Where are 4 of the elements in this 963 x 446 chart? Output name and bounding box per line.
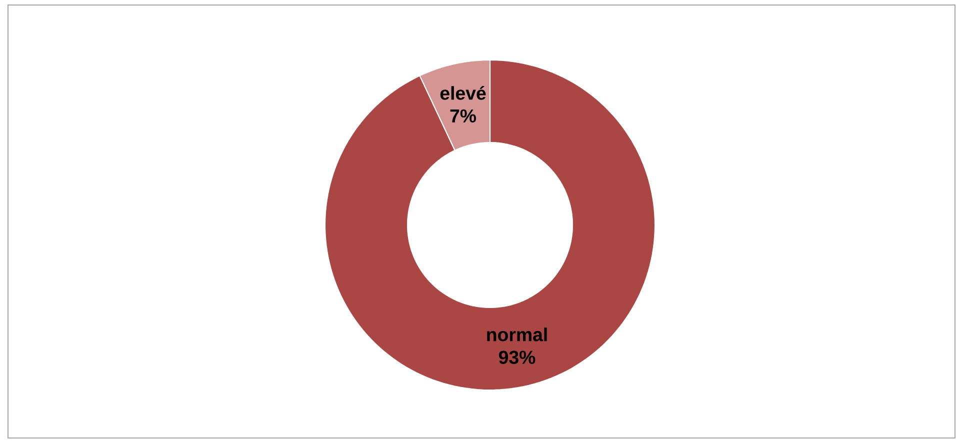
slice-label: elevé	[440, 86, 486, 100]
data-label: 93%	[498, 350, 536, 364]
slice-label: normal	[487, 328, 547, 342]
data-label: 7%	[450, 109, 476, 122]
